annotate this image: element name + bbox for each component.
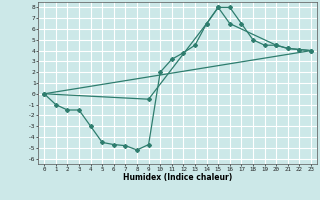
X-axis label: Humidex (Indice chaleur): Humidex (Indice chaleur) [123,173,232,182]
